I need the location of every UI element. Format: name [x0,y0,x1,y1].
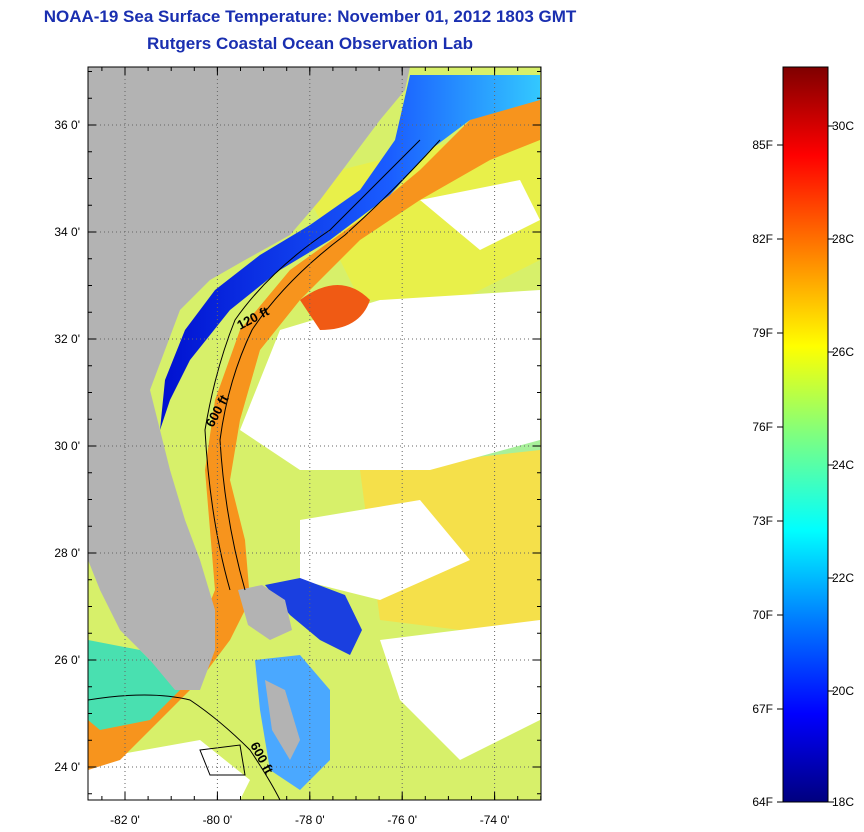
celsius-label: 24C [832,458,854,472]
fahrenheit-label: 70F [752,608,773,622]
celsius-label: 28C [832,232,854,246]
temperature-colorbar [782,66,829,803]
celsius-label: 22C [832,571,854,585]
latitude-label: 34 0' [54,225,80,239]
latitude-label: 28 0' [54,546,80,560]
latitude-label: 24 0' [54,760,80,774]
longitude-label: -78 0' [295,813,325,827]
fahrenheit-label: 73F [752,514,773,528]
cloud-cover [380,620,540,760]
warm-eddy [300,285,370,330]
cold-shelf-water [160,75,540,430]
longitude-label: -74 0' [480,813,510,827]
cloud-cover [300,500,470,600]
fahrenheit-label: 79F [752,326,773,340]
bahamas-island [238,585,292,640]
latitude-label: 32 0' [54,332,80,346]
fahrenheit-label: 67F [752,702,773,716]
fahrenheit-label: 64F [752,795,773,809]
longitude-label: -80 0' [203,813,233,827]
cloud-cover [240,290,540,470]
fahrenheit-label: 85F [752,138,773,152]
latitude-label: 36 0' [54,118,80,132]
axis-ticks: 36 0' 34 0' 32 0' 30 0' 28 0' 26 0' 24 0' -82 0… [54,67,542,827]
map-frame [87,66,542,801]
bahama-bank [265,578,362,655]
cloud-cover [88,740,250,800]
celsius-label: 26C [832,345,854,359]
latitude-label: 26 0' [54,653,80,667]
land-mass [88,67,410,690]
colorbar-ticks: 85F 82F 79F 76F 73F 70F 67F 64F 30C 28C 26C 24C 22C 2… [752,119,854,809]
latitude-label: 30 0' [54,439,80,453]
sst-map [88,67,541,800]
fahrenheit-label: 76F [752,420,773,434]
bahamas-island [265,680,300,760]
contour-120ft [204,139,421,591]
contour-600ft-south [88,694,281,800]
contour-shoal [199,744,246,776]
map-title: NOAA-19 Sea Surface Temperature: Novembe… [43,7,577,26]
florida-bay-water [88,640,180,730]
celsius-label: 18C [832,795,854,809]
contour-600ft [219,139,441,591]
celsius-label: 20C [832,684,854,698]
longitude-label: -82 0' [110,813,140,827]
celsius-label: 30C [832,119,854,133]
cloud-cover [420,180,540,250]
fahrenheit-label: 82F [752,232,773,246]
map-subtitle: Rutgers Coastal Ocean Observation Lab [147,34,473,53]
longitude-label: -76 0' [387,813,417,827]
